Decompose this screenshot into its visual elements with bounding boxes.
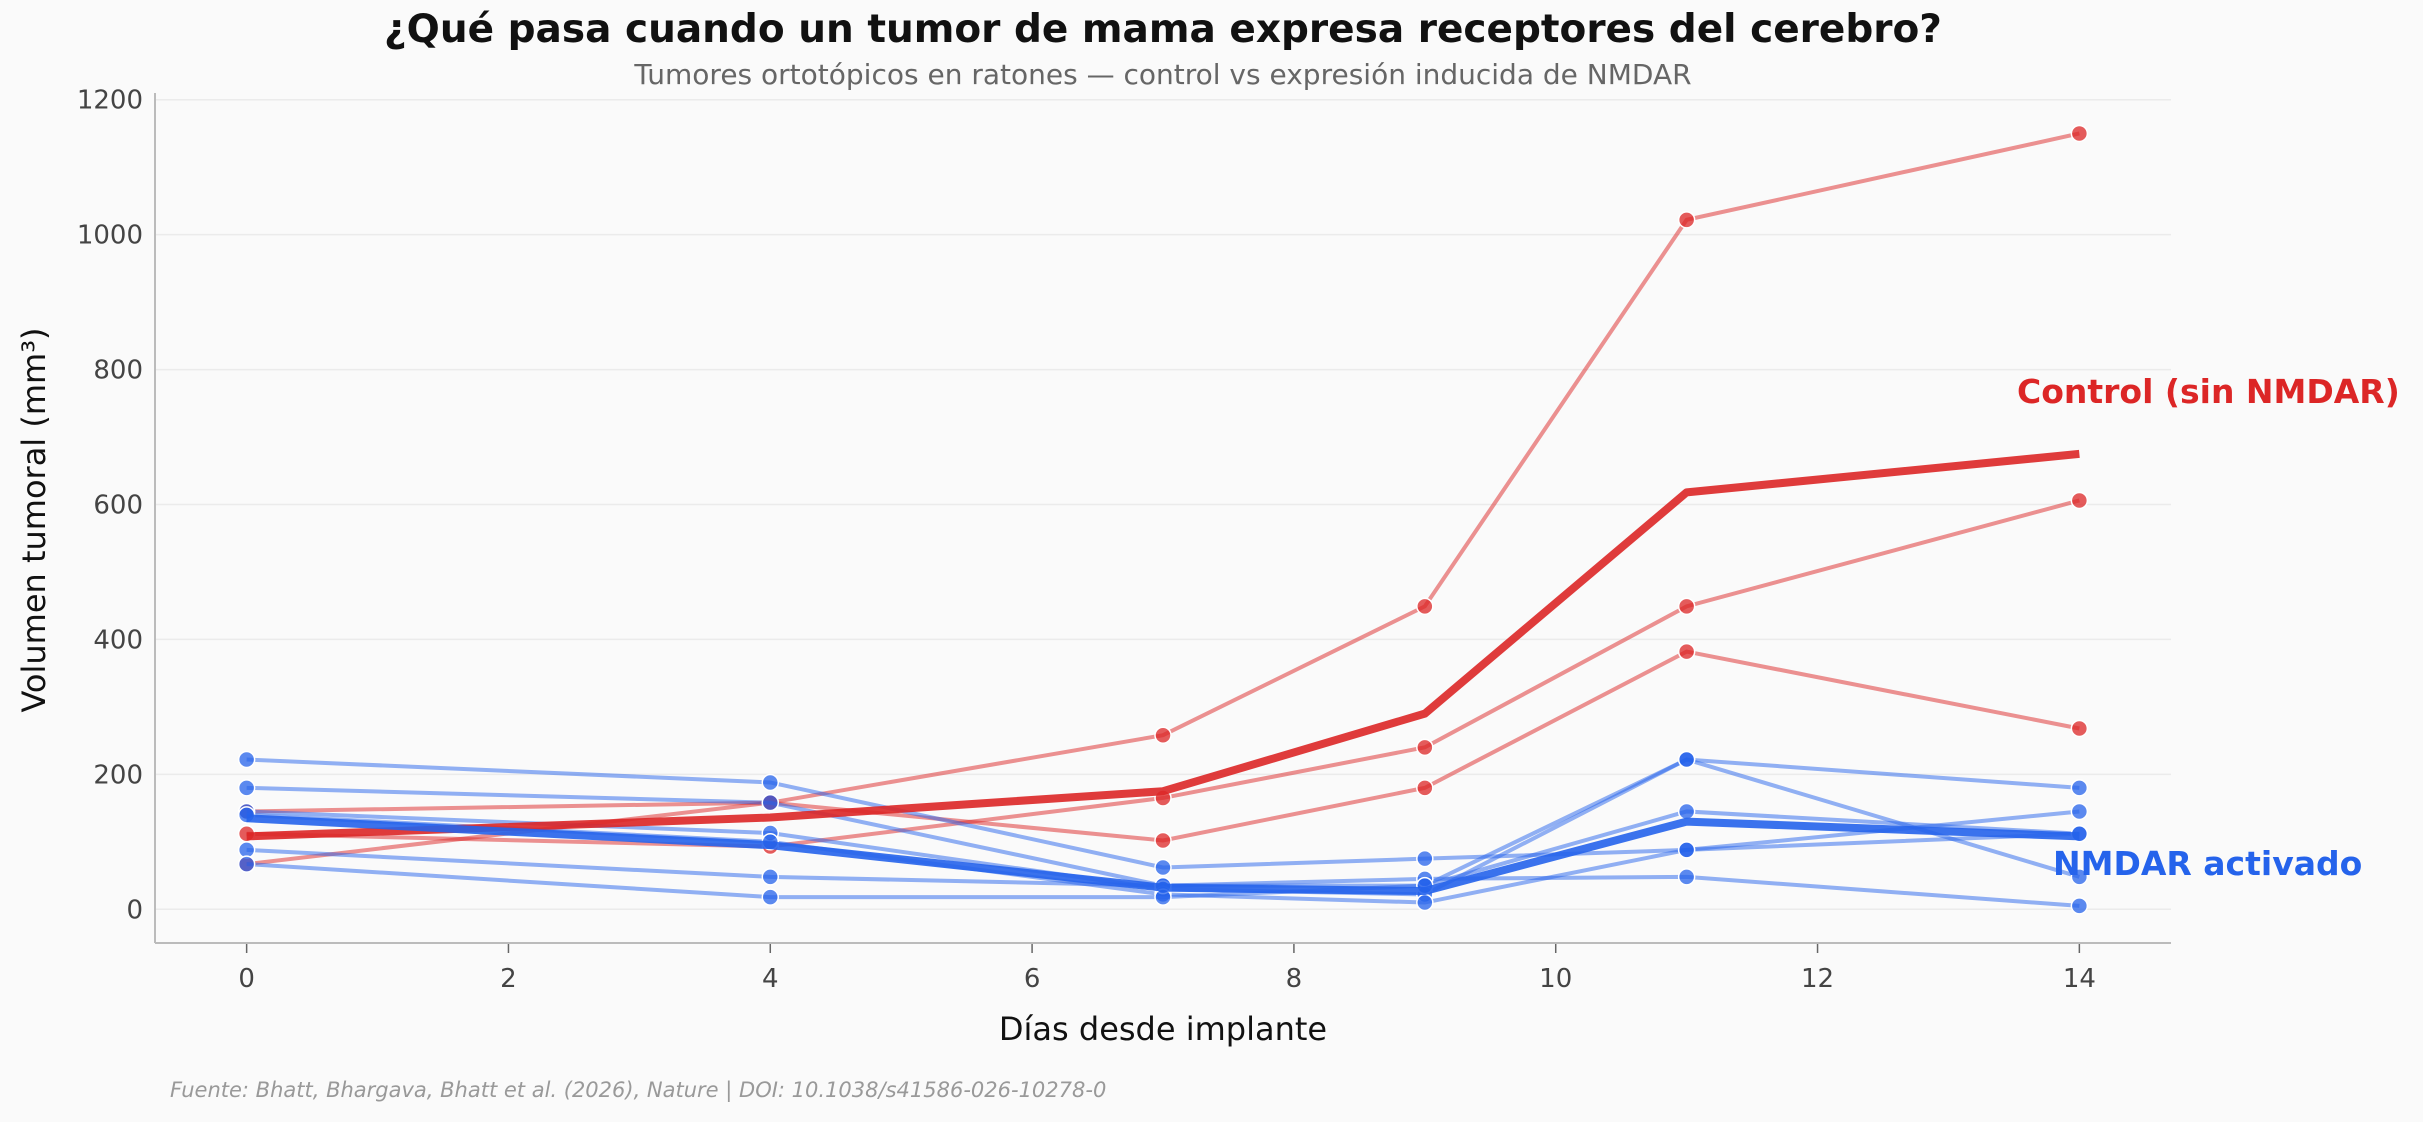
source-note: Fuente: Bhatt, Bhargava, Bhatt et al. (2… bbox=[170, 1078, 1106, 1103]
y-tick-label: 800 bbox=[93, 356, 143, 386]
data-point bbox=[2070, 491, 2089, 510]
data-point bbox=[237, 779, 256, 797]
x-tick-label: 14 bbox=[2063, 964, 2096, 994]
data-point bbox=[2070, 897, 2089, 915]
x-axis-label: Días desde implante bbox=[999, 1010, 1327, 1048]
data-point bbox=[1154, 726, 1172, 744]
y-tick-label: 0 bbox=[126, 895, 143, 925]
data-point bbox=[2070, 802, 2089, 821]
x-tick-label: 12 bbox=[1801, 964, 1834, 994]
series-label-control: Control (sin NMDAR) bbox=[2017, 372, 2400, 411]
data-point bbox=[761, 773, 780, 792]
x-tick-label: 6 bbox=[1024, 964, 1041, 994]
data-point bbox=[2070, 124, 2089, 143]
axes: 0 200 400 600 800 1000 1200 0 2 4 6 8 10 12 14 bbox=[77, 86, 2171, 994]
data-point bbox=[1154, 831, 1172, 850]
mean-line bbox=[246, 814, 2080, 896]
x-tick-label: 10 bbox=[1539, 964, 1572, 994]
y-tick-label: 200 bbox=[93, 760, 143, 790]
individual-line bbox=[246, 847, 2080, 908]
x-tick-label: 2 bbox=[500, 964, 517, 994]
individual-line bbox=[246, 757, 2080, 870]
data-point bbox=[1677, 597, 1696, 616]
data-point bbox=[237, 855, 256, 873]
data-point bbox=[1677, 642, 1696, 661]
chart-subtitle: Tumores ortotópicos en ratones — control… bbox=[633, 58, 1691, 91]
data-point bbox=[761, 888, 780, 906]
data-point bbox=[1677, 868, 1696, 886]
y-tick-label: 400 bbox=[93, 625, 143, 655]
grid bbox=[155, 98, 2171, 911]
data-point bbox=[1677, 211, 1696, 229]
y-tick-label: 1000 bbox=[77, 221, 143, 251]
chart-title: ¿Qué pasa cuando un tumor de mama expres… bbox=[384, 7, 1942, 52]
data-point bbox=[761, 868, 780, 886]
mean-line bbox=[246, 449, 2080, 841]
y-tick-label: 1200 bbox=[77, 86, 143, 116]
data-point bbox=[1416, 597, 1434, 616]
series-layer bbox=[237, 124, 2089, 915]
data-point bbox=[2070, 719, 2089, 738]
data-point bbox=[1154, 858, 1172, 877]
data-point bbox=[1416, 738, 1434, 757]
data-point bbox=[1677, 841, 1696, 859]
individual-line bbox=[246, 131, 2080, 867]
data-point bbox=[761, 793, 780, 812]
data-point bbox=[1416, 893, 1434, 912]
x-tick-label: 8 bbox=[1286, 964, 1303, 994]
x-tick-label: 4 bbox=[762, 964, 779, 994]
y-tick-label: 600 bbox=[93, 491, 143, 521]
data-point bbox=[2070, 868, 2089, 886]
data-point bbox=[1416, 849, 1434, 868]
data-point bbox=[1416, 779, 1434, 797]
data-point bbox=[1677, 802, 1696, 821]
data-point bbox=[237, 750, 256, 769]
individual-line bbox=[246, 649, 2080, 843]
series-label-nmdar: NMDAR activado bbox=[2053, 844, 2362, 883]
data-point bbox=[1677, 750, 1696, 769]
x-tick-label: 0 bbox=[238, 964, 255, 994]
data-point bbox=[2070, 779, 2089, 797]
y-axis-label: Volumen tumoral (mm³) bbox=[15, 327, 53, 712]
